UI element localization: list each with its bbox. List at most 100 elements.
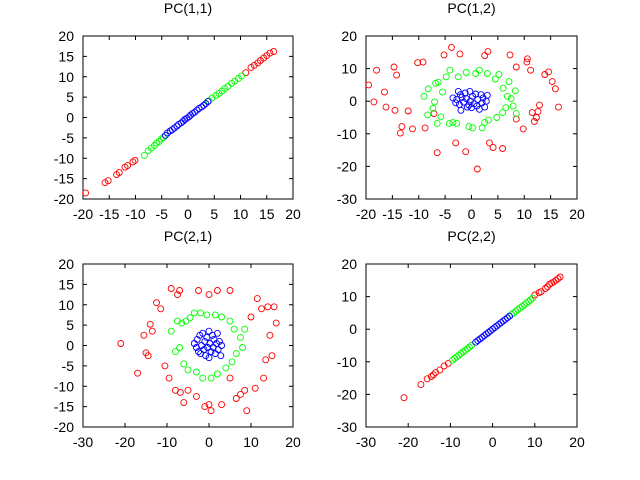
data-point (184, 366, 192, 374)
data-point (430, 371, 437, 379)
x-tick-label: -30 (356, 434, 376, 450)
data-point (404, 107, 412, 115)
y-tick-label: 10 (58, 69, 74, 85)
data-point (153, 299, 160, 307)
data-point (191, 108, 199, 116)
data-point (518, 302, 526, 310)
data-point (551, 85, 559, 93)
data-point (200, 101, 208, 109)
data-point (198, 103, 206, 111)
data-point (474, 337, 482, 345)
data-point (483, 91, 491, 99)
data-point (473, 165, 481, 173)
series-1 (420, 66, 520, 132)
data-point (168, 126, 176, 134)
data-point (424, 111, 432, 119)
data-point (270, 303, 278, 311)
y-tick-label: -30 (337, 191, 357, 207)
data-point (264, 303, 272, 311)
data-point (545, 68, 552, 76)
data-point (455, 351, 463, 359)
x-tick-label: -10 (440, 434, 460, 450)
y-tick-label: 5 (66, 89, 74, 105)
data-point (469, 124, 477, 132)
data-point (528, 109, 536, 117)
data-point (381, 88, 388, 96)
data-point (552, 276, 560, 284)
data-point (439, 88, 446, 96)
data-point (253, 295, 261, 303)
data-point (161, 362, 169, 370)
series-1 (140, 72, 246, 159)
data-point (159, 134, 167, 141)
data-point (140, 151, 148, 159)
data-point (370, 98, 378, 106)
data-point (483, 70, 491, 77)
data-point (548, 78, 556, 86)
data-point (502, 104, 510, 112)
data-point (414, 59, 422, 67)
data-point (429, 104, 437, 112)
data-point (396, 129, 404, 137)
data-point (173, 122, 181, 130)
data-point (205, 327, 213, 335)
x-tick-label: 10 (233, 206, 249, 222)
data-point (485, 139, 493, 147)
data-point (104, 177, 112, 185)
x-tick-label: -10 (125, 206, 145, 222)
data-point (222, 364, 230, 372)
x-tick-label: -10 (409, 206, 429, 222)
data-point (478, 124, 486, 132)
data-point (260, 374, 268, 382)
chart-title: PC(1,1) (164, 0, 212, 16)
y-tick-label: -10 (337, 354, 357, 370)
series-0 (365, 43, 562, 173)
data-point (237, 390, 244, 398)
series-1 (449, 294, 537, 364)
data-point (266, 331, 274, 339)
y-tick-label: 20 (58, 256, 74, 272)
data-point (182, 317, 190, 325)
data-point (150, 142, 158, 150)
data-point (117, 340, 125, 347)
x-tick-label: -15 (382, 206, 402, 222)
y-tick-label: 0 (66, 338, 74, 354)
y-tick-label: 10 (58, 297, 74, 313)
x-tick-label: 5 (210, 206, 218, 222)
x-tick-label: 10 (243, 434, 259, 450)
plot-frame (82, 263, 294, 428)
data-point (437, 113, 445, 121)
data-point (232, 395, 240, 402)
data-point (465, 343, 473, 351)
data-point (208, 94, 216, 102)
data-point (238, 72, 246, 80)
data-point (232, 350, 240, 358)
data-point (555, 103, 562, 111)
data-point (463, 345, 471, 353)
y-tick-label: -10 (337, 126, 357, 142)
data-point (228, 358, 236, 366)
x-tick-label: 5 (494, 206, 502, 222)
data-point (195, 287, 202, 294)
data-point (424, 85, 432, 93)
data-point (419, 58, 427, 66)
data-point (241, 386, 249, 394)
data-point (206, 340, 214, 347)
data-point (270, 48, 278, 55)
data-point (161, 131, 169, 139)
data-point (499, 84, 507, 92)
data-point (207, 348, 215, 356)
data-point (499, 317, 507, 325)
data-point (475, 66, 483, 74)
data-point (199, 374, 207, 382)
data-point (165, 374, 173, 382)
data-point (115, 169, 123, 176)
series-1 (167, 309, 249, 382)
data-point (537, 288, 545, 296)
data-point (213, 329, 221, 337)
data-point (512, 63, 520, 71)
data-point (442, 73, 450, 81)
data-point (491, 324, 499, 332)
data-point (207, 407, 215, 415)
data-point (202, 352, 210, 360)
